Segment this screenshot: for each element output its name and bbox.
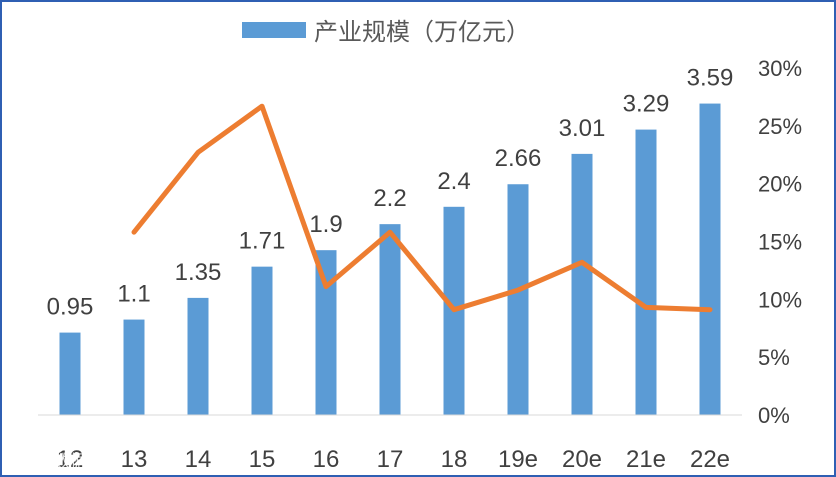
data-label-22e: 3.59	[687, 65, 734, 92]
bar-13	[123, 319, 145, 415]
legend-label: 产业规模（万亿元）	[314, 18, 530, 46]
right-y-tick-labels: 0% 5% 10% 15% 20% 25% 30%	[758, 56, 802, 428]
data-label-17: 2.2	[373, 185, 406, 212]
data-label-19e: 2.66	[495, 145, 542, 172]
bar-12	[59, 332, 81, 415]
data-label-18: 2.4	[437, 168, 470, 195]
data-label-14: 1.35	[175, 259, 222, 286]
x-tick-16: 16	[313, 446, 340, 473]
y-tick-5pct: 5%	[758, 345, 790, 370]
y-tick-30pct: 30%	[758, 56, 802, 81]
bar-20e	[571, 153, 593, 415]
x-tick-18: 18	[441, 446, 468, 473]
bar-data-labels: 0.95 1.1 1.35 1.71 1.9 2.2 2.4 2.66 3.01 3.29 3.59	[47, 65, 734, 321]
bar-15	[251, 266, 273, 415]
bar-22e	[699, 103, 721, 415]
y-tick-10pct: 10%	[758, 287, 802, 312]
x-tick-14: 14	[185, 446, 212, 473]
bar-16	[315, 250, 337, 415]
bar-14	[187, 297, 209, 415]
x-tick-17: 17	[377, 446, 404, 473]
bar-21e	[635, 129, 657, 415]
data-label-20e: 3.01	[559, 115, 606, 142]
y-tick-0pct: 0%	[758, 403, 790, 428]
legend: 产业规模（万亿元）	[242, 18, 530, 46]
data-label-16: 1.9	[309, 211, 342, 238]
bar-17	[379, 224, 401, 415]
data-label-21e: 3.29	[623, 91, 670, 118]
x-tick-15: 15	[249, 446, 276, 473]
watermark: 大数据镜	[9, 451, 104, 472]
bar-series	[59, 103, 721, 415]
bar-19e	[507, 184, 529, 415]
x-tick-19e: 19e	[498, 446, 538, 473]
y-tick-15pct: 15%	[758, 230, 802, 255]
watermark-text: 大数据镜	[36, 452, 104, 472]
data-label-12: 0.95	[47, 294, 94, 321]
x-tick-13: 13	[121, 446, 148, 473]
x-tick-21e: 21e	[626, 446, 666, 473]
x-tick-22e: 22e	[690, 446, 730, 473]
x-tick-20e: 20e	[562, 446, 602, 473]
watermark-logo-icon	[9, 451, 27, 469]
y-tick-20pct: 20%	[758, 172, 802, 197]
data-label-13: 1.1	[117, 281, 150, 308]
data-label-15: 1.71	[239, 228, 286, 255]
x-tick-labels: 12 13 14 15 16 17 18 19e 20e 21e 22e	[57, 446, 730, 473]
line-series	[131, 103, 713, 313]
legend-swatch-bar	[242, 22, 306, 38]
x-tick-12: 12	[57, 446, 84, 473]
y-tick-25pct: 25%	[758, 114, 802, 139]
